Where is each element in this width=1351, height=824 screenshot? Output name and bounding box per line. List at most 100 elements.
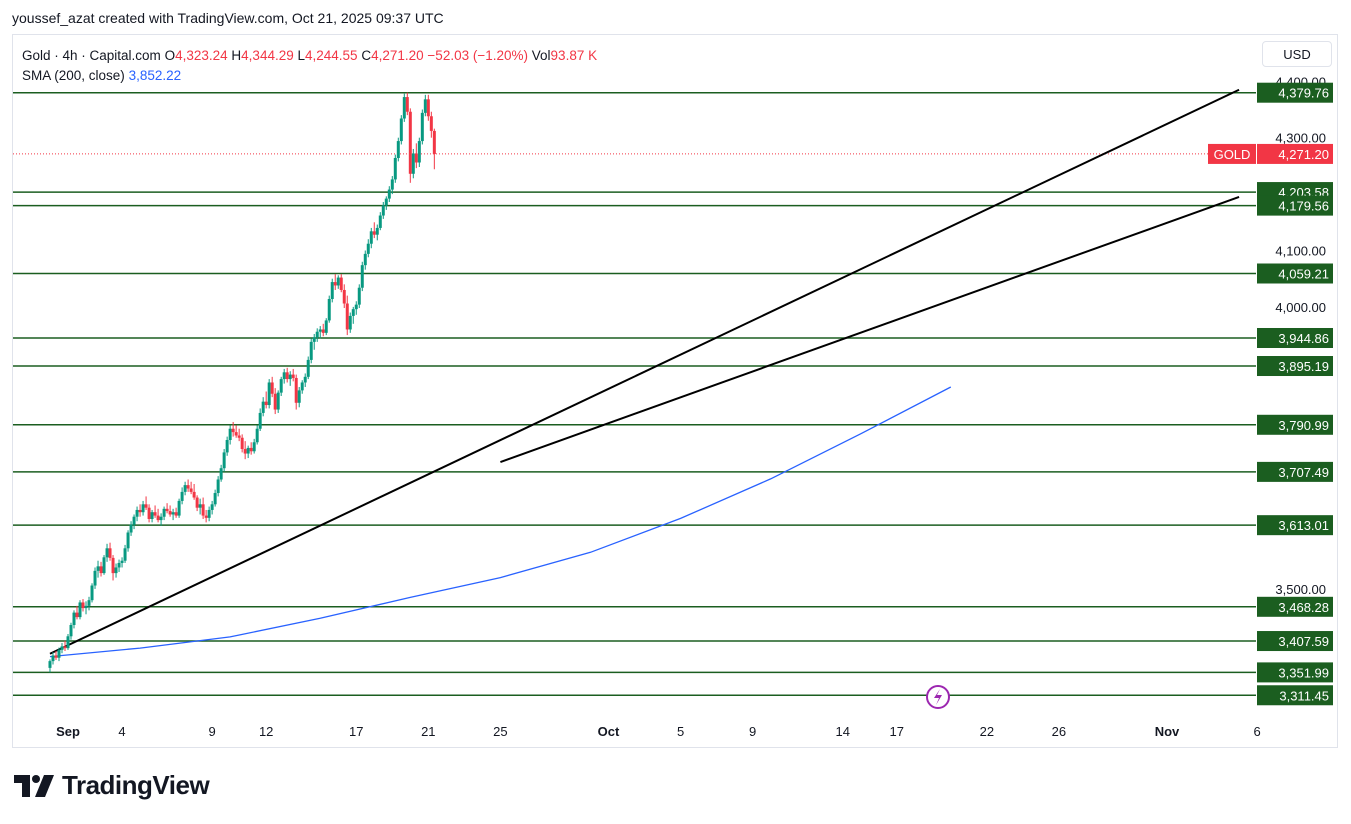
chart-legend: Gold · 4h · Capital.com O4,323.24 H4,344… xyxy=(22,46,597,86)
y-tick-label: 4,000.00 xyxy=(1275,300,1326,315)
volume-label: Vol xyxy=(531,48,551,63)
candle-body xyxy=(291,374,295,378)
level-label-box xyxy=(1257,461,1333,482)
candle-body xyxy=(195,497,199,508)
candle-body xyxy=(129,524,133,533)
candle-body xyxy=(75,612,79,618)
candle-body xyxy=(174,512,178,516)
candle-body xyxy=(117,562,121,568)
currency-button[interactable]: USD xyxy=(1262,41,1332,67)
candle-body xyxy=(363,253,367,266)
level-label-box xyxy=(1257,327,1333,348)
sma-label[interactable]: SMA (200, close) xyxy=(22,68,125,83)
candle-body xyxy=(99,566,103,574)
candle-body xyxy=(78,602,82,618)
candle-body xyxy=(360,265,364,288)
x-tick-label: Sep xyxy=(56,724,80,739)
candle-body xyxy=(225,440,229,453)
candle-body xyxy=(159,516,163,521)
event-marker-icon[interactable] xyxy=(926,685,950,709)
x-tick-label: Nov xyxy=(1155,724,1180,739)
level-label: 3,895.19 xyxy=(1278,359,1329,374)
x-tick-label: 26 xyxy=(1052,724,1066,739)
trendline xyxy=(49,88,1240,655)
sma-layer xyxy=(49,386,952,658)
high-label: H xyxy=(231,48,242,63)
candle-body xyxy=(429,116,433,131)
candle-body xyxy=(54,655,58,658)
candle-body xyxy=(324,320,328,333)
chart-frame xyxy=(12,34,1338,748)
level-label-box xyxy=(1257,596,1333,617)
level-label-box xyxy=(1257,685,1333,706)
candle-body xyxy=(294,377,298,403)
candle-body xyxy=(390,179,394,190)
level-label-box xyxy=(1257,356,1333,377)
candle-body xyxy=(366,243,370,254)
candle-body xyxy=(111,557,115,574)
candle-body xyxy=(141,504,145,513)
candle-body xyxy=(246,447,250,454)
candle-body xyxy=(90,585,94,601)
candle-body xyxy=(378,215,382,228)
candle-body xyxy=(285,372,289,380)
candle-body xyxy=(153,512,157,516)
x-tick-label: 25 xyxy=(493,724,507,739)
candle-body xyxy=(132,516,136,525)
candle-body xyxy=(405,97,409,112)
candle-body xyxy=(300,382,304,391)
x-tick-label: 14 xyxy=(835,724,849,739)
low-value: 4,244.55 xyxy=(305,48,358,63)
candle-body xyxy=(168,511,172,515)
sma-value: 3,852.22 xyxy=(128,68,182,83)
symbol-title[interactable]: Gold · 4h · Capital.com xyxy=(22,48,161,63)
x-tick-label: 17 xyxy=(890,724,904,739)
y-tick-label: 4,100.00 xyxy=(1275,243,1326,258)
candle-body xyxy=(201,504,205,516)
candle-body xyxy=(408,111,412,174)
candle-body xyxy=(210,504,214,510)
candle-body xyxy=(234,432,238,436)
x-tick-label: 17 xyxy=(349,724,363,739)
candle-body xyxy=(183,485,187,492)
candle-body xyxy=(63,646,67,649)
candle-body xyxy=(144,504,148,508)
tradingview-logo[interactable]: TradingView xyxy=(14,770,210,801)
candle-body xyxy=(156,515,160,521)
current-price-box xyxy=(1257,143,1333,164)
candle-body xyxy=(228,428,232,441)
level-label-box xyxy=(1257,195,1333,216)
candle-body xyxy=(321,329,325,333)
level-label: 3,944.86 xyxy=(1278,331,1329,346)
level-label-box xyxy=(1257,515,1333,536)
candle-body xyxy=(372,231,376,235)
tradingview-logo-icon xyxy=(14,774,54,797)
x-tick-label: 21 xyxy=(421,724,435,739)
current-price-label: 4,271.20 xyxy=(1278,147,1329,162)
level-label: 4,179.56 xyxy=(1278,199,1329,214)
low-label: L xyxy=(297,48,306,63)
candle-body xyxy=(216,479,220,494)
candle-body xyxy=(381,205,385,216)
candle-body xyxy=(165,508,169,512)
candle-body xyxy=(354,304,358,310)
candle-body xyxy=(237,435,241,438)
candle-body xyxy=(219,468,223,480)
candle-body xyxy=(126,532,130,549)
x-tick-label: 5 xyxy=(677,724,684,739)
candle-body xyxy=(303,376,307,383)
candle-body xyxy=(297,390,301,403)
candle-body xyxy=(150,512,154,519)
level-label-box xyxy=(1257,631,1333,652)
level-label: 3,351.99 xyxy=(1278,665,1329,680)
candle-body xyxy=(312,337,316,342)
x-tick-label: 22 xyxy=(980,724,994,739)
candle-body xyxy=(252,442,256,452)
candle-body xyxy=(288,374,292,380)
candle-body xyxy=(147,507,151,519)
candle-body xyxy=(135,509,139,517)
y-tick-label: 4,300.00 xyxy=(1275,131,1326,146)
candle-body xyxy=(198,504,202,508)
candle-body xyxy=(411,153,415,174)
